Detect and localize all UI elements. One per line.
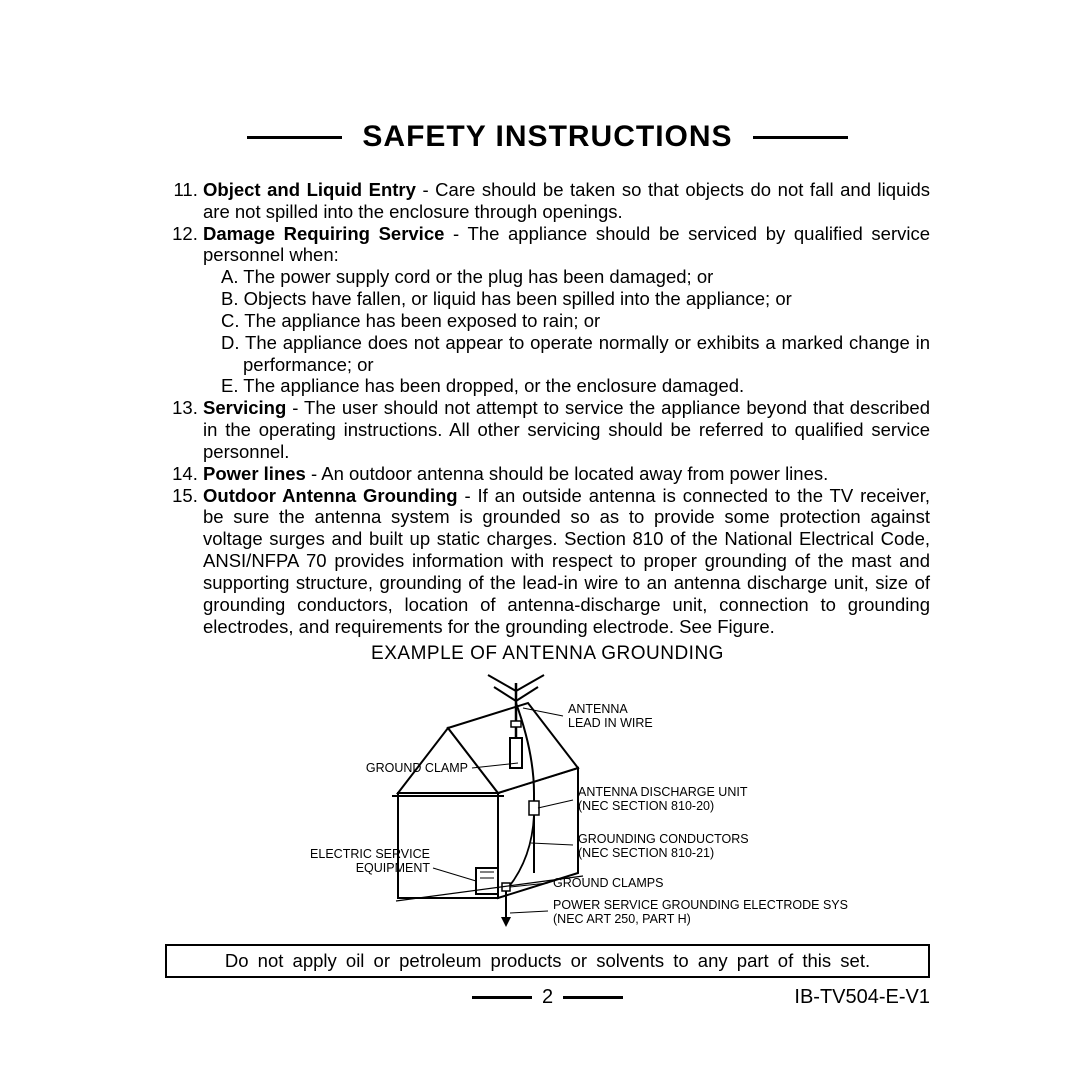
item-14-body: - An outdoor antenna should be located a… xyxy=(306,463,828,484)
antenna-grounding-diagram: ANTENNA LEAD IN WIRE GROUND CLAMP ANTENN… xyxy=(248,673,848,938)
item-15: Outdoor Antenna Grounding - If an outsid… xyxy=(203,485,930,638)
label-antenna-lead-1: ANTENNA xyxy=(568,702,628,716)
caution-box: Do not apply oil or petroleum products o… xyxy=(165,944,930,978)
label-adu-2: (NEC SECTION 810-20) xyxy=(578,799,714,813)
page-title: SAFETY INSTRUCTIONS xyxy=(342,120,752,154)
item-14: Power lines - An outdoor antenna should … xyxy=(203,463,930,485)
item-13-head: Servicing xyxy=(203,397,286,418)
title-row: SAFETY INSTRUCTIONS xyxy=(165,120,930,154)
item-14-head: Power lines xyxy=(203,463,306,484)
item-11-head: Object and Liquid Entry xyxy=(203,179,416,200)
label-ground-clamp: GROUND CLAMP xyxy=(365,761,467,775)
label-gcond-2: (NEC SECTION 810-21) xyxy=(578,846,714,860)
document-id: IB-TV504-E-V1 xyxy=(794,986,930,1009)
instruction-list: Object and Liquid Entry - Care should be… xyxy=(165,179,930,637)
label-eservice-1: ELECTRIC SERVICE xyxy=(310,847,430,861)
item-12d: D. The appliance does not appear to oper… xyxy=(221,332,930,376)
item-13-body: - The user should not attempt to service… xyxy=(203,397,930,462)
footer-rule-left xyxy=(472,996,532,999)
item-12c: C. The appliance has been exposed to rai… xyxy=(221,310,930,332)
item-12-sublist: A. The power supply cord or the plug has… xyxy=(203,266,930,397)
item-12a: A. The power supply cord or the plug has… xyxy=(221,266,930,288)
item-12b: B. Objects have fallen, or liquid has be… xyxy=(221,288,930,310)
item-12-head: Damage Requiring Service xyxy=(203,223,444,244)
item-12: Damage Requiring Service - The appliance… xyxy=(203,223,930,398)
label-antenna-lead-2: LEAD IN WIRE xyxy=(568,716,653,730)
label-psg-1: POWER SERVICE GROUNDING ELECTRODE SYSTEM xyxy=(553,898,848,912)
label-psg-2: (NEC ART 250, PART H) xyxy=(553,912,691,926)
item-11: Object and Liquid Entry - Care should be… xyxy=(203,179,930,223)
diagram-title: EXAMPLE OF ANTENNA GROUNDING xyxy=(165,643,930,665)
diagram-section: EXAMPLE OF ANTENNA GROUNDING xyxy=(165,643,930,938)
title-rule-right xyxy=(753,136,848,139)
item-12e: E. The appliance has been dropped, or th… xyxy=(221,375,930,397)
label-adu-1: ANTENNA DISCHARGE UNIT xyxy=(578,785,748,799)
footer: 2 IB-TV504-E-V1 xyxy=(165,984,930,1010)
label-eservice-2: EQUIPMENT xyxy=(355,861,430,875)
title-rule-left xyxy=(247,136,342,139)
item-15-body: - If an outside antenna is connected to … xyxy=(203,485,930,637)
label-ground-clamps: GROUND CLAMPS xyxy=(553,876,663,890)
footer-rule-right xyxy=(563,996,623,999)
item-15-head: Outdoor Antenna Grounding xyxy=(203,485,458,506)
page-number: 2 xyxy=(532,986,563,1009)
item-13: Servicing - The user should not attempt … xyxy=(203,397,930,462)
page: SAFETY INSTRUCTIONS Object and Liquid En… xyxy=(0,0,1080,1080)
label-gcond-1: GROUNDING CONDUCTORS xyxy=(578,832,749,846)
